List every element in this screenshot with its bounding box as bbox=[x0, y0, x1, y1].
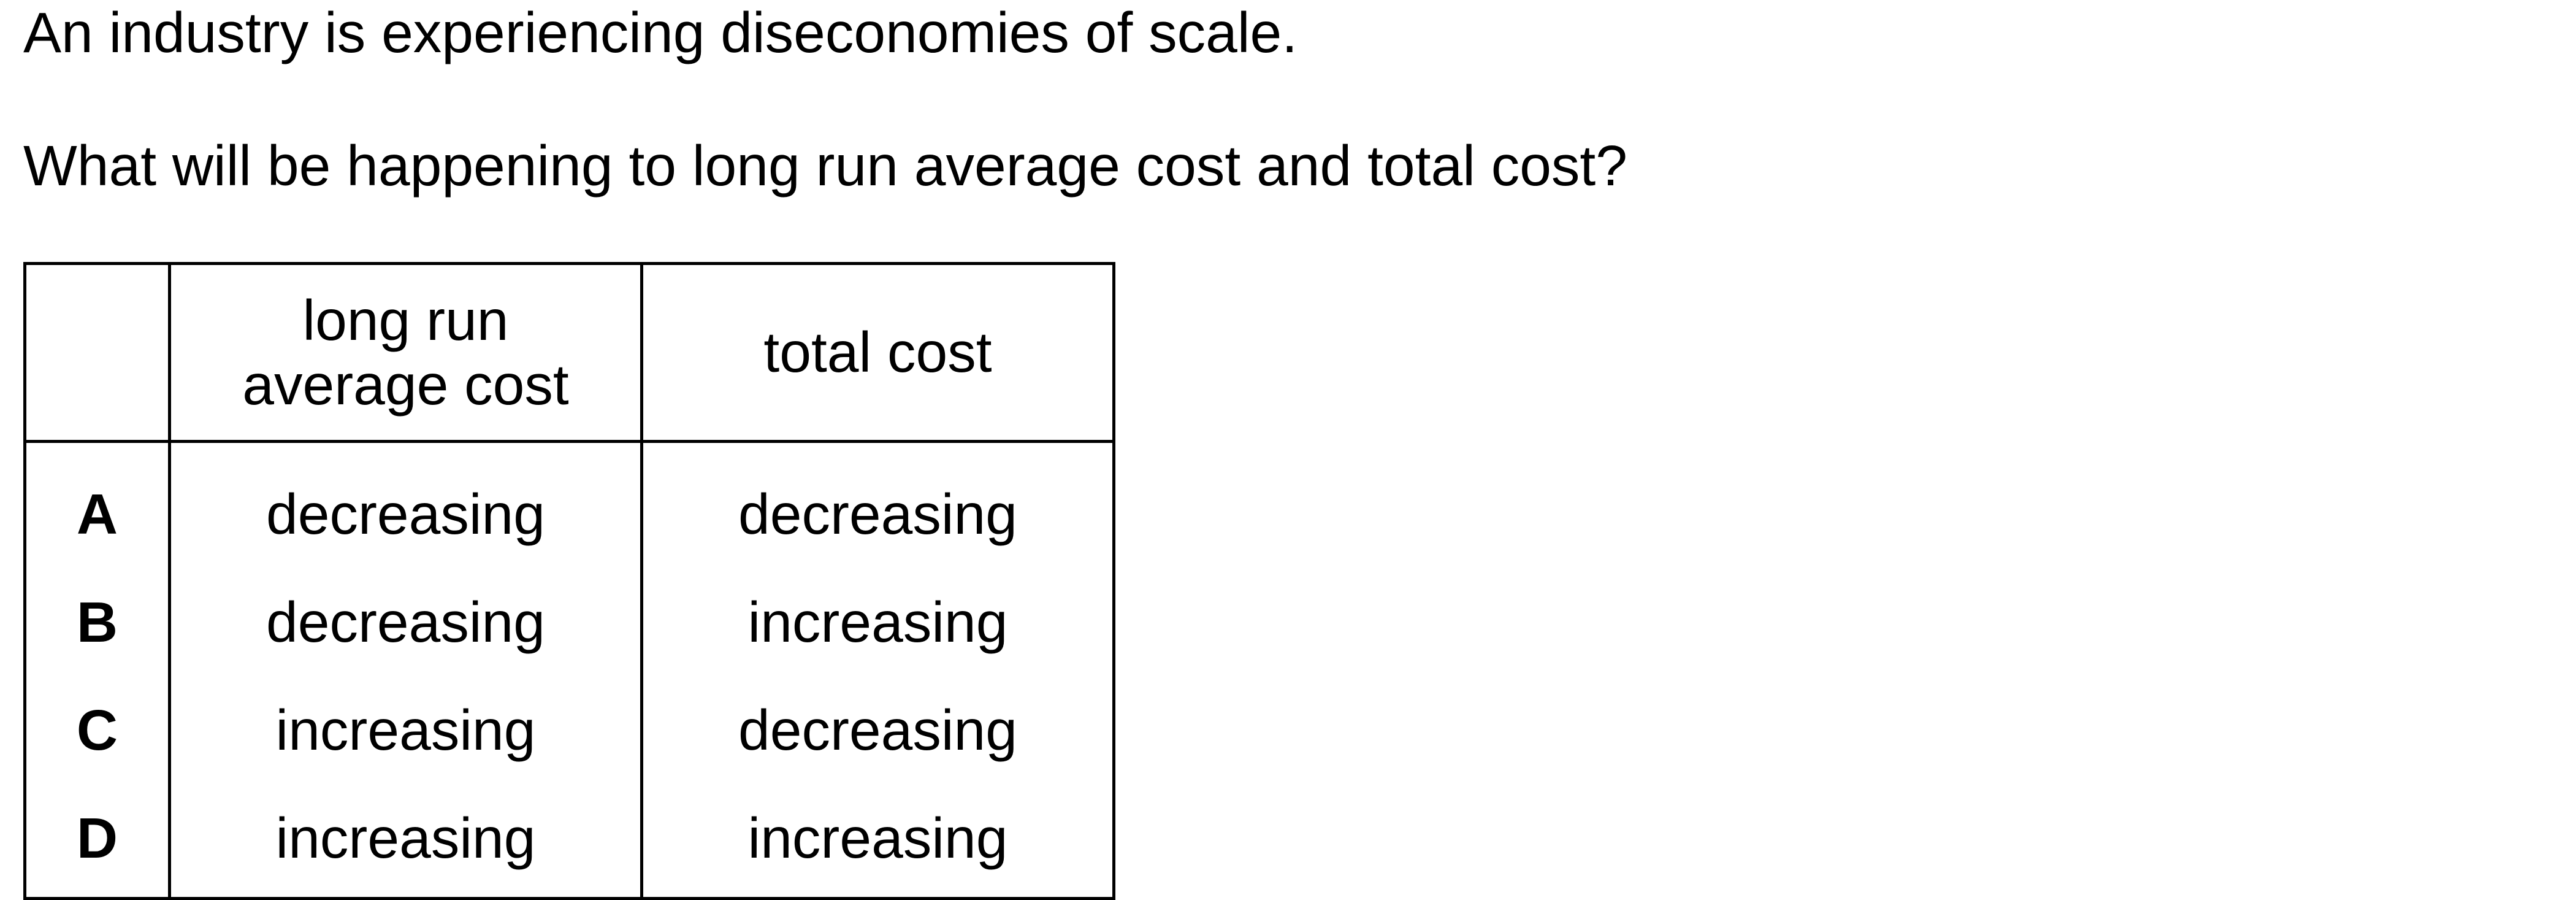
option-row-d: D increasing increasing bbox=[23, 784, 1115, 900]
option-letter-b: B bbox=[23, 568, 171, 676]
option-letter-a: A bbox=[23, 441, 171, 568]
option-d-lrac: increasing bbox=[168, 784, 643, 900]
header-lrac-line2: average cost bbox=[242, 352, 569, 417]
option-a-lrac: decreasing bbox=[168, 441, 643, 568]
options-table: long run average cost total cost A decre… bbox=[23, 262, 1115, 900]
option-letter-d: D bbox=[23, 784, 171, 900]
option-c-lrac: increasing bbox=[168, 676, 643, 784]
option-letter-c: C bbox=[23, 676, 171, 784]
option-row-a: A decreasing decreasing bbox=[23, 441, 1115, 568]
question-prompt: What will be happening to long run avera… bbox=[23, 134, 1627, 198]
option-c-tc: decreasing bbox=[640, 676, 1115, 784]
option-b-tc: increasing bbox=[640, 568, 1115, 676]
option-row-c: C increasing decreasing bbox=[23, 676, 1115, 784]
header-long-run-average-cost: long run average cost bbox=[168, 262, 643, 443]
option-a-tc: decreasing bbox=[640, 441, 1115, 568]
header-lrac-line1: long run bbox=[302, 288, 509, 353]
option-row-b: B decreasing increasing bbox=[23, 568, 1115, 676]
header-total-cost: total cost bbox=[640, 262, 1115, 443]
question-intro: An industry is experiencing diseconomies… bbox=[23, 1, 1298, 64]
option-d-tc: increasing bbox=[640, 784, 1115, 900]
header-row: long run average cost total cost bbox=[23, 262, 1115, 443]
option-b-lrac: decreasing bbox=[168, 568, 643, 676]
header-blank-cell bbox=[23, 262, 171, 443]
